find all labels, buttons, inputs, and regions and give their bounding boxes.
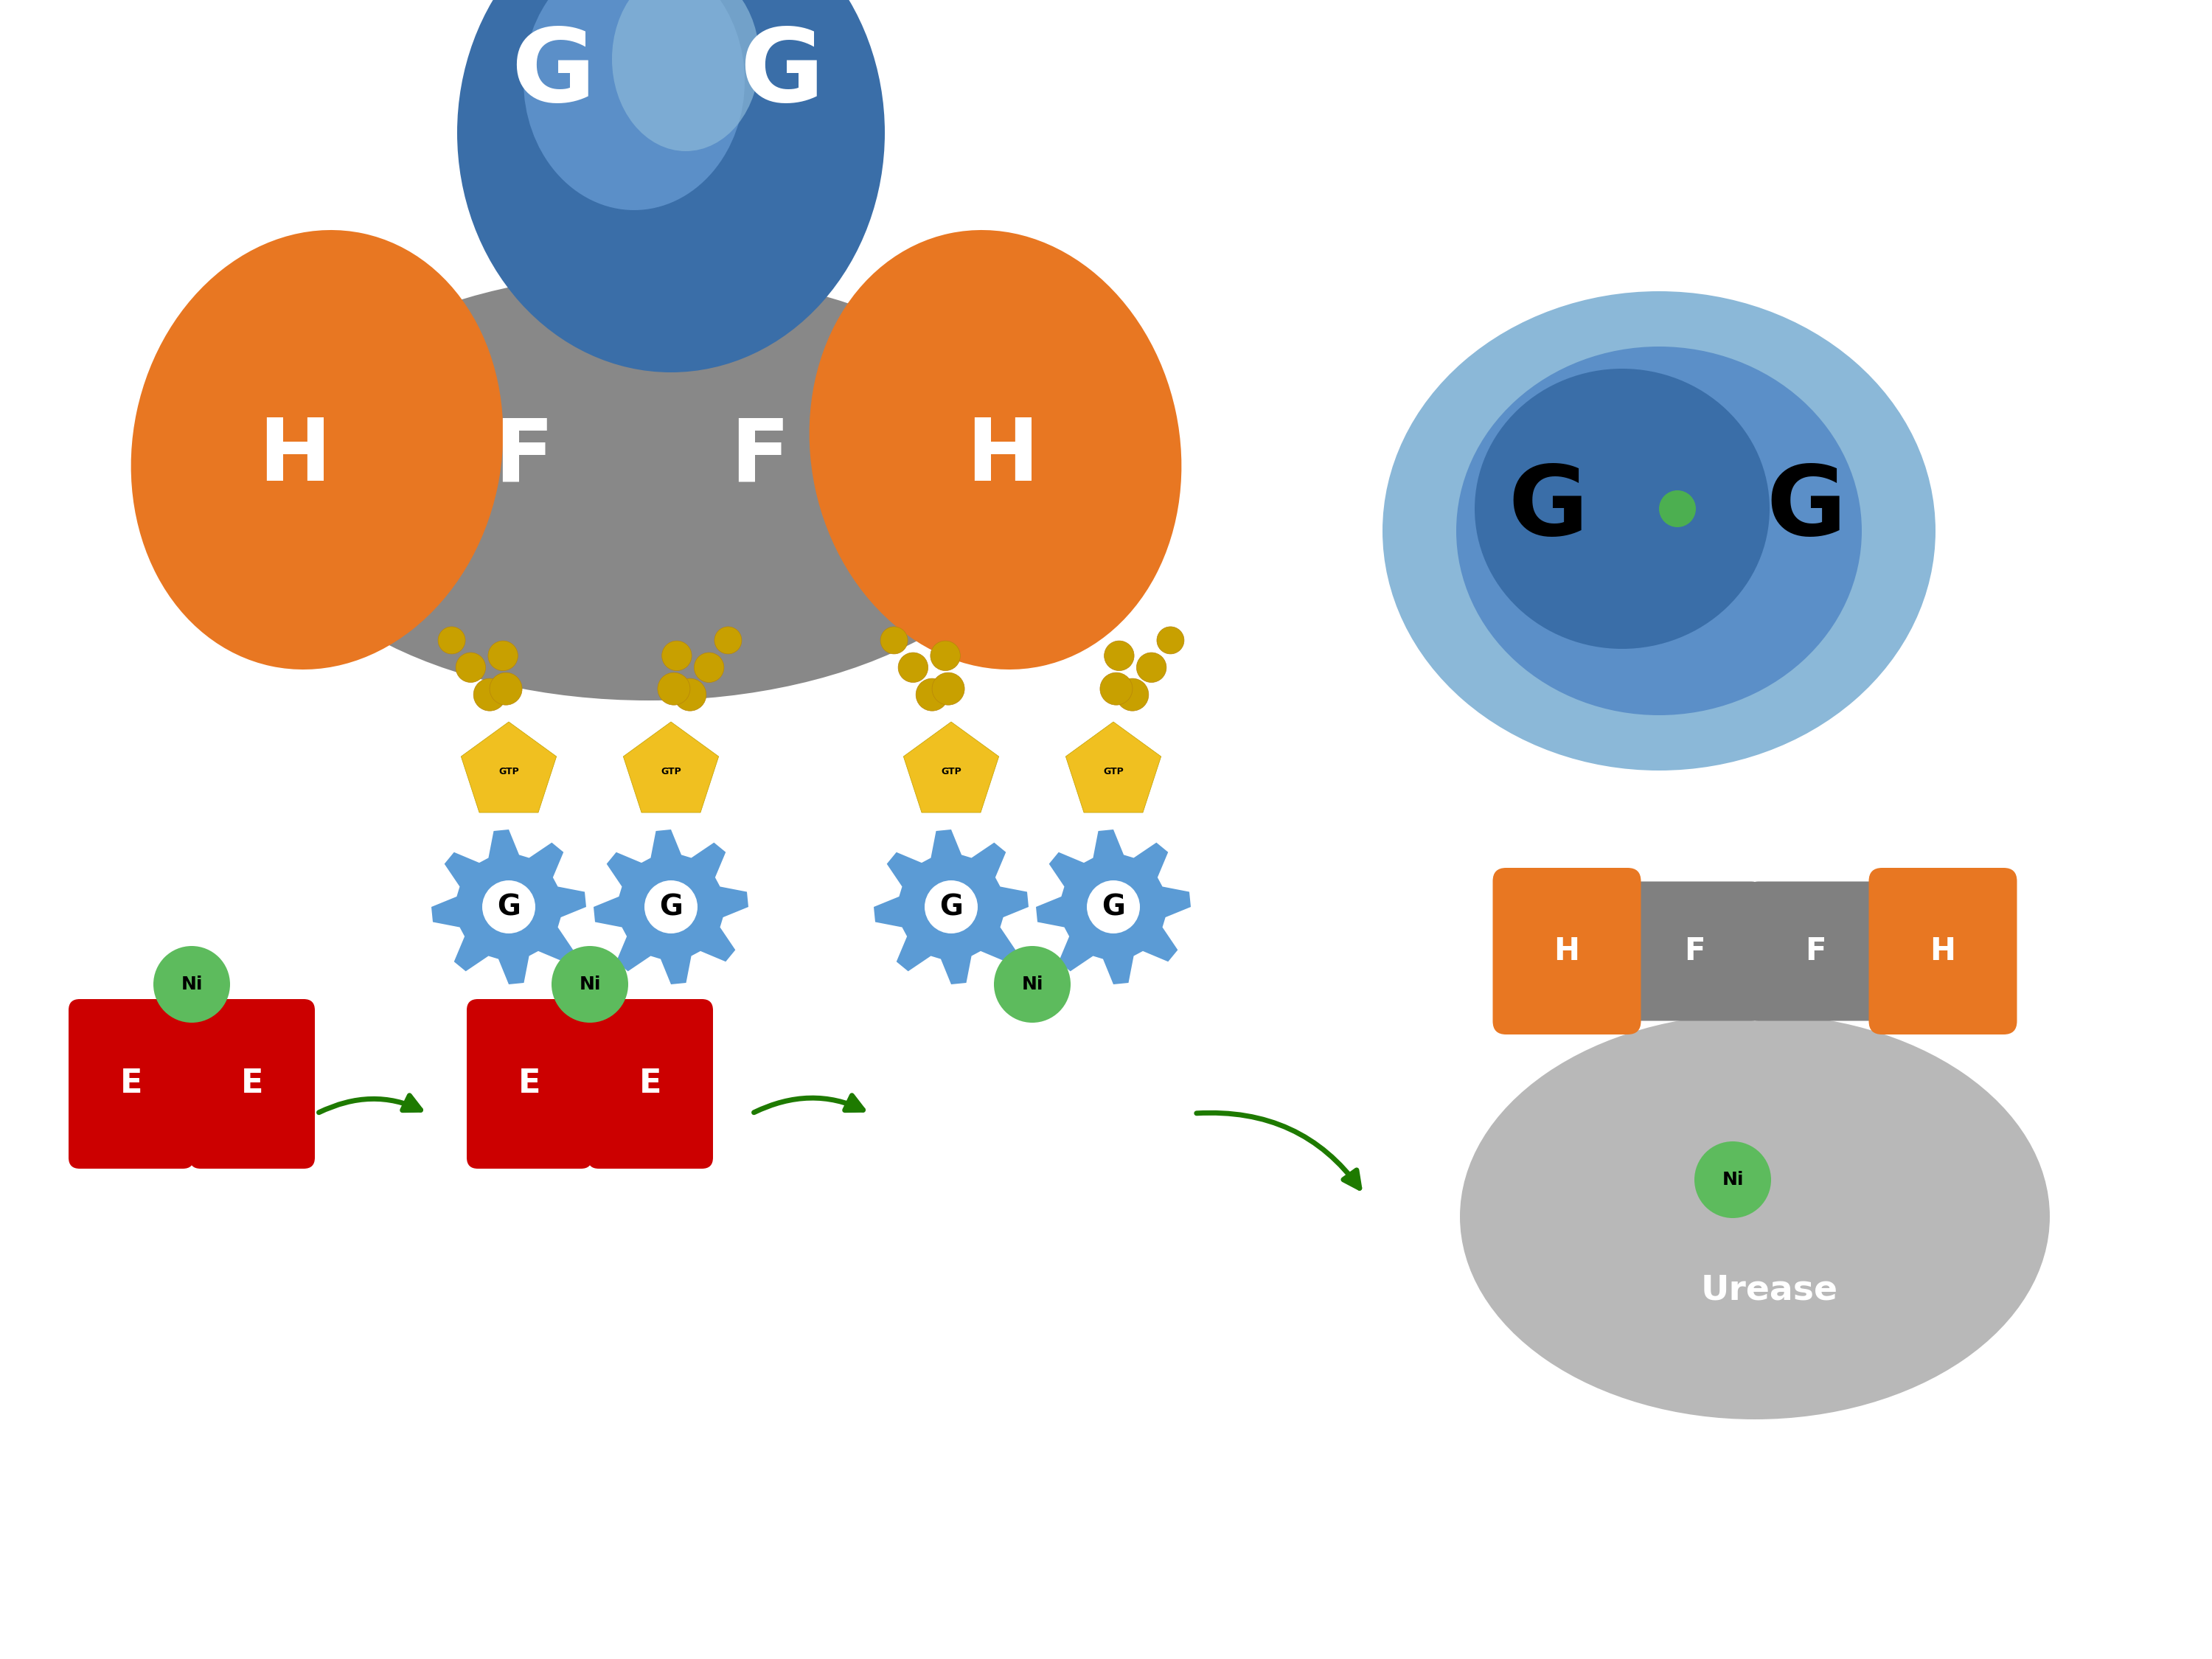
Circle shape — [675, 679, 706, 712]
Text: F: F — [1683, 936, 1705, 967]
Text: G: G — [511, 23, 595, 123]
FancyBboxPatch shape — [1750, 881, 1880, 1020]
Text: F: F — [493, 415, 553, 499]
Text: G: G — [498, 893, 520, 921]
Text: GTP: GTP — [661, 766, 681, 776]
Ellipse shape — [261, 272, 1035, 700]
Text: H: H — [1553, 936, 1579, 967]
FancyBboxPatch shape — [1869, 868, 2017, 1035]
Ellipse shape — [838, 274, 1121, 655]
Circle shape — [489, 672, 522, 705]
FancyBboxPatch shape — [69, 999, 195, 1168]
Polygon shape — [1035, 830, 1190, 984]
Circle shape — [880, 627, 907, 654]
Circle shape — [153, 946, 230, 1022]
Ellipse shape — [338, 280, 1002, 649]
Circle shape — [1099, 672, 1133, 705]
Text: G: G — [940, 893, 962, 921]
Circle shape — [898, 652, 929, 682]
Polygon shape — [431, 830, 586, 984]
Circle shape — [551, 946, 628, 1022]
FancyArrowPatch shape — [319, 1095, 420, 1113]
Text: Ni: Ni — [181, 975, 204, 994]
Polygon shape — [874, 830, 1029, 984]
Circle shape — [1086, 881, 1139, 934]
Ellipse shape — [1455, 347, 1863, 715]
Polygon shape — [624, 722, 719, 813]
Circle shape — [1104, 640, 1135, 670]
Text: G: G — [739, 23, 823, 123]
Ellipse shape — [535, 0, 792, 262]
Text: H: H — [1929, 936, 1955, 967]
Polygon shape — [460, 722, 557, 813]
Circle shape — [473, 679, 507, 712]
Text: G: G — [1102, 893, 1126, 921]
Circle shape — [644, 881, 697, 934]
Circle shape — [925, 881, 978, 934]
Circle shape — [931, 672, 964, 705]
Ellipse shape — [613, 0, 759, 151]
Circle shape — [1157, 627, 1183, 654]
Circle shape — [1694, 1141, 1772, 1218]
Ellipse shape — [332, 277, 922, 609]
Circle shape — [456, 652, 487, 682]
Ellipse shape — [190, 274, 473, 655]
Text: E: E — [639, 1068, 661, 1100]
Circle shape — [482, 881, 535, 934]
Text: E: E — [241, 1068, 263, 1100]
Text: G: G — [659, 893, 684, 921]
FancyBboxPatch shape — [1493, 868, 1641, 1035]
Ellipse shape — [1460, 1014, 2051, 1420]
Text: GTP: GTP — [1104, 766, 1124, 776]
Ellipse shape — [1382, 292, 1935, 770]
Text: F: F — [1805, 936, 1825, 967]
Polygon shape — [593, 830, 748, 984]
Ellipse shape — [909, 280, 1095, 574]
Circle shape — [438, 627, 465, 654]
Ellipse shape — [810, 231, 1181, 670]
Text: GTP: GTP — [940, 766, 962, 776]
Text: Ni: Ni — [1022, 975, 1044, 994]
Text: Ni: Ni — [1721, 1171, 1743, 1188]
Circle shape — [931, 640, 960, 670]
Text: G: G — [1767, 461, 1847, 556]
Ellipse shape — [217, 280, 403, 574]
FancyBboxPatch shape — [1628, 881, 1761, 1020]
Text: E: E — [518, 1068, 540, 1100]
Ellipse shape — [1422, 320, 1865, 727]
Circle shape — [993, 946, 1071, 1022]
Ellipse shape — [131, 231, 502, 670]
Text: GTP: GTP — [498, 766, 520, 776]
Polygon shape — [902, 722, 1000, 813]
FancyArrowPatch shape — [754, 1095, 863, 1113]
Text: Urease: Urease — [1701, 1274, 1838, 1307]
FancyBboxPatch shape — [588, 999, 712, 1168]
Circle shape — [1117, 679, 1148, 712]
Ellipse shape — [491, 0, 823, 314]
Circle shape — [714, 627, 741, 654]
Circle shape — [1137, 652, 1166, 682]
Text: F: F — [730, 415, 790, 499]
Circle shape — [695, 652, 723, 682]
Text: Ni: Ni — [580, 975, 602, 994]
Polygon shape — [1066, 722, 1161, 813]
Circle shape — [489, 640, 518, 670]
Text: E: E — [119, 1068, 142, 1100]
Circle shape — [661, 640, 692, 670]
Text: G: G — [1509, 461, 1588, 556]
Ellipse shape — [524, 0, 745, 211]
FancyArrowPatch shape — [1197, 1113, 1360, 1188]
Text: H: H — [259, 415, 332, 499]
Ellipse shape — [458, 0, 885, 372]
Circle shape — [916, 679, 949, 712]
Circle shape — [1659, 491, 1697, 528]
Circle shape — [657, 672, 690, 705]
FancyBboxPatch shape — [467, 999, 593, 1168]
Ellipse shape — [1498, 368, 1865, 723]
Ellipse shape — [1475, 368, 1770, 649]
FancyBboxPatch shape — [190, 999, 314, 1168]
FancyBboxPatch shape — [1694, 891, 1816, 1012]
Text: H: H — [967, 415, 1040, 499]
